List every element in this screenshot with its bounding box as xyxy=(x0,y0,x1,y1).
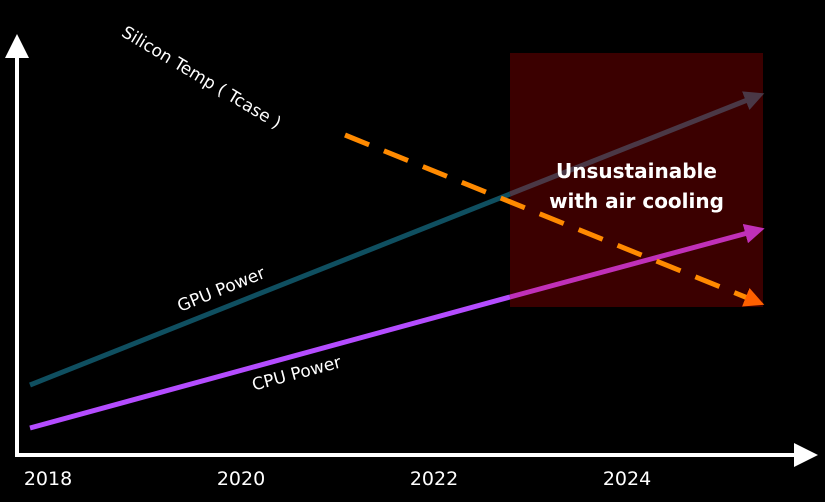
gpu-power-line-projected xyxy=(509,91,765,197)
cpu-power-line-projected xyxy=(509,223,765,300)
cpu-power-line xyxy=(29,294,511,431)
x-tick-2022: 2022 xyxy=(409,468,459,490)
gpu-power-line xyxy=(29,191,511,388)
x-tick-2024: 2024 xyxy=(602,468,652,490)
region-label-line2: with air cooling xyxy=(549,189,724,213)
x-tick-2020: 2020 xyxy=(216,468,266,490)
region-label-line1: Unsustainable xyxy=(556,159,717,183)
silicon-temp-line xyxy=(344,132,765,307)
unsustainable-region-label: Unsustainable with air cooling xyxy=(510,156,763,216)
x-tick-2018: 2018 xyxy=(23,468,73,490)
